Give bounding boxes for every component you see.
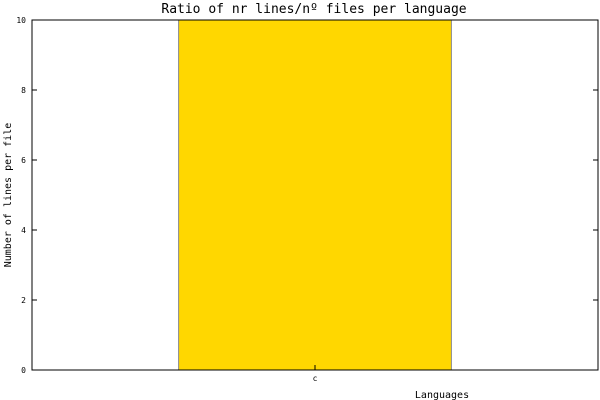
- plot-area: c 0 2 4 6 8 10: [16, 16, 599, 383]
- x-axis-label: Languages: [415, 390, 469, 400]
- y-tick-label: 10: [16, 16, 26, 25]
- plot-frame: [31, 19, 599, 371]
- x-tick-label: c: [313, 374, 318, 383]
- y-tick-label: 0: [21, 366, 26, 375]
- bar-c: [178, 19, 452, 371]
- y-tick-label: 8: [21, 86, 26, 95]
- y-axis-label: Number of lines per file: [3, 123, 14, 268]
- chart-title: Ratio of nr lines/nº files per language: [161, 2, 466, 17]
- y-tick-label: 6: [21, 156, 26, 165]
- y-tick-label: 4: [21, 226, 26, 235]
- y-tick-label: 2: [21, 296, 26, 305]
